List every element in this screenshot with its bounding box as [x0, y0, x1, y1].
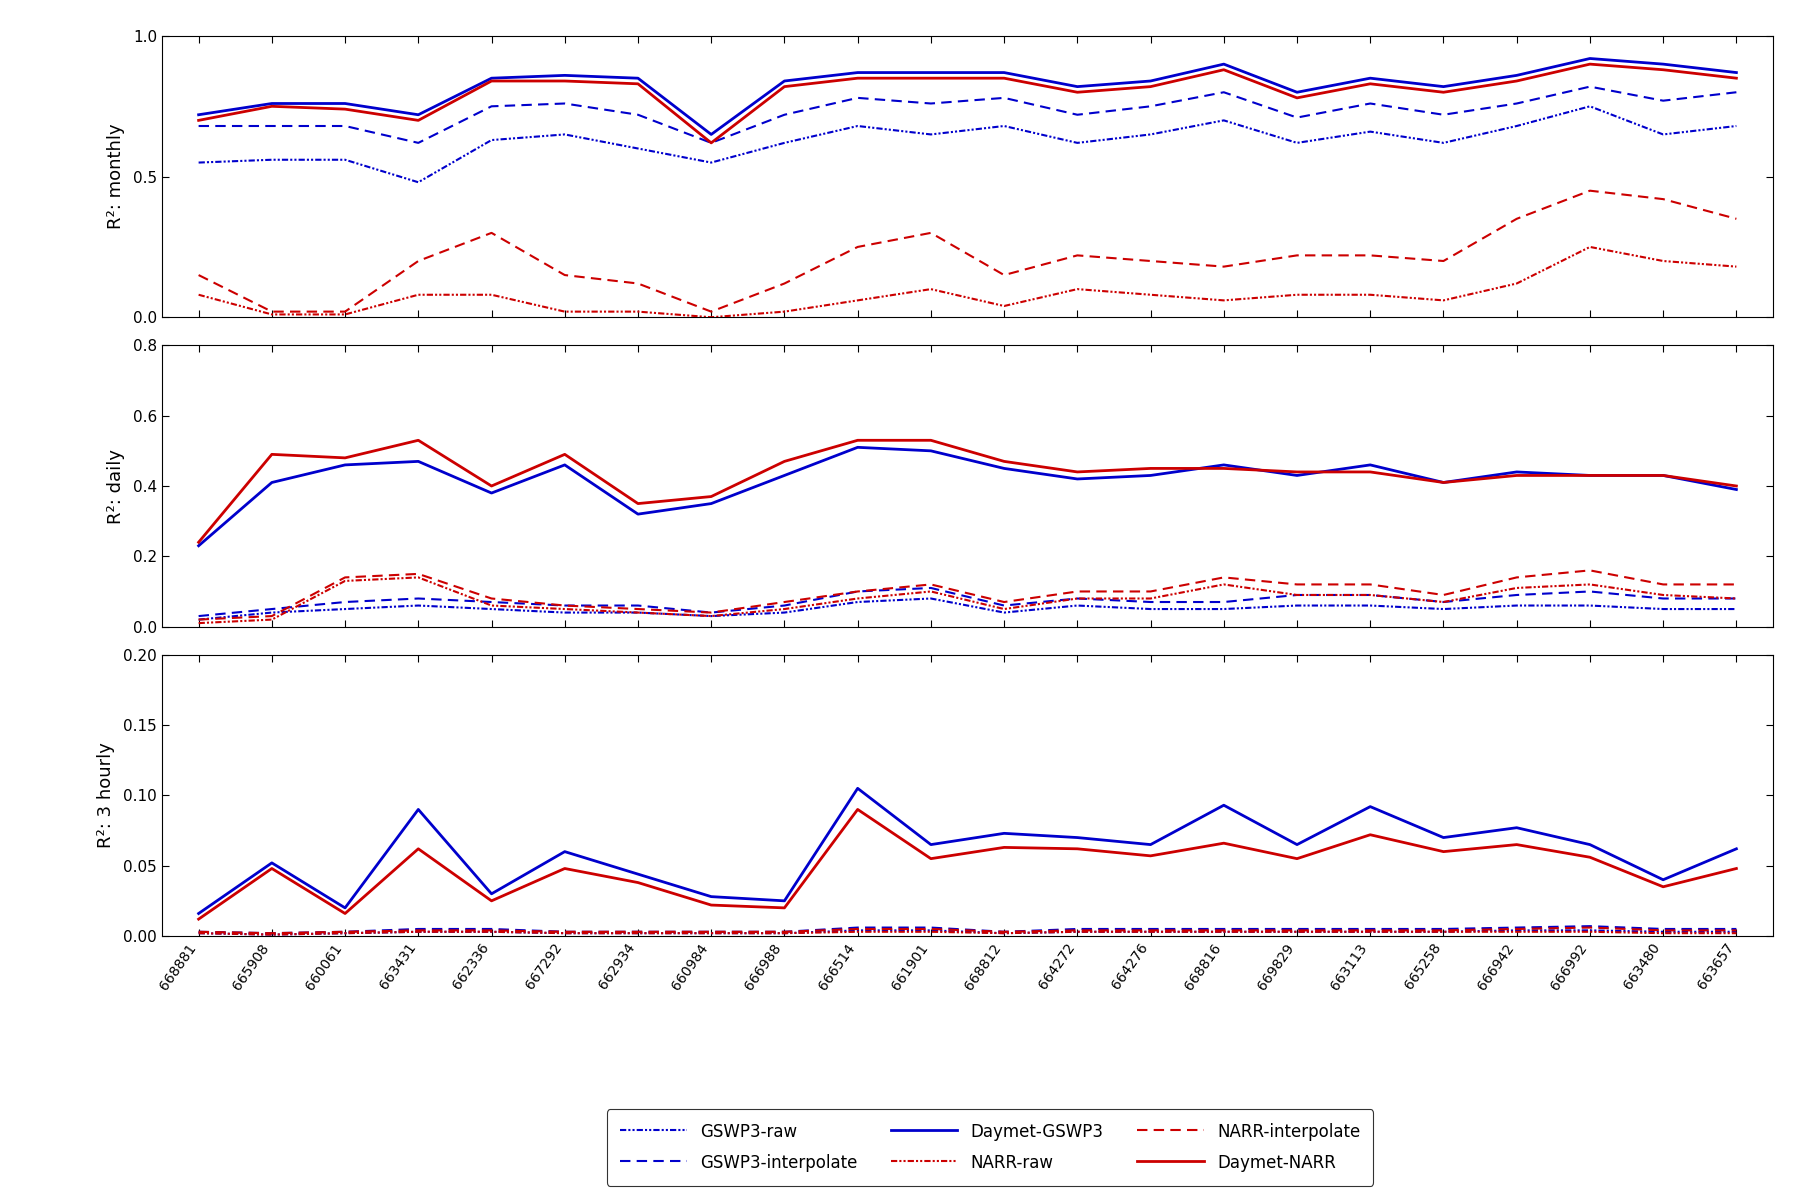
Y-axis label: R²: monthly: R²: monthly: [106, 124, 124, 229]
Y-axis label: R²: 3 hourly: R²: 3 hourly: [97, 743, 115, 848]
Legend: GSWP3-raw, GSWP3-interpolate, Daymet-GSWP3, NARR-raw, NARR-interpolate, Daymet-N: GSWP3-raw, GSWP3-interpolate, Daymet-GSW…: [607, 1109, 1373, 1186]
Y-axis label: R²: daily: R²: daily: [106, 449, 124, 523]
